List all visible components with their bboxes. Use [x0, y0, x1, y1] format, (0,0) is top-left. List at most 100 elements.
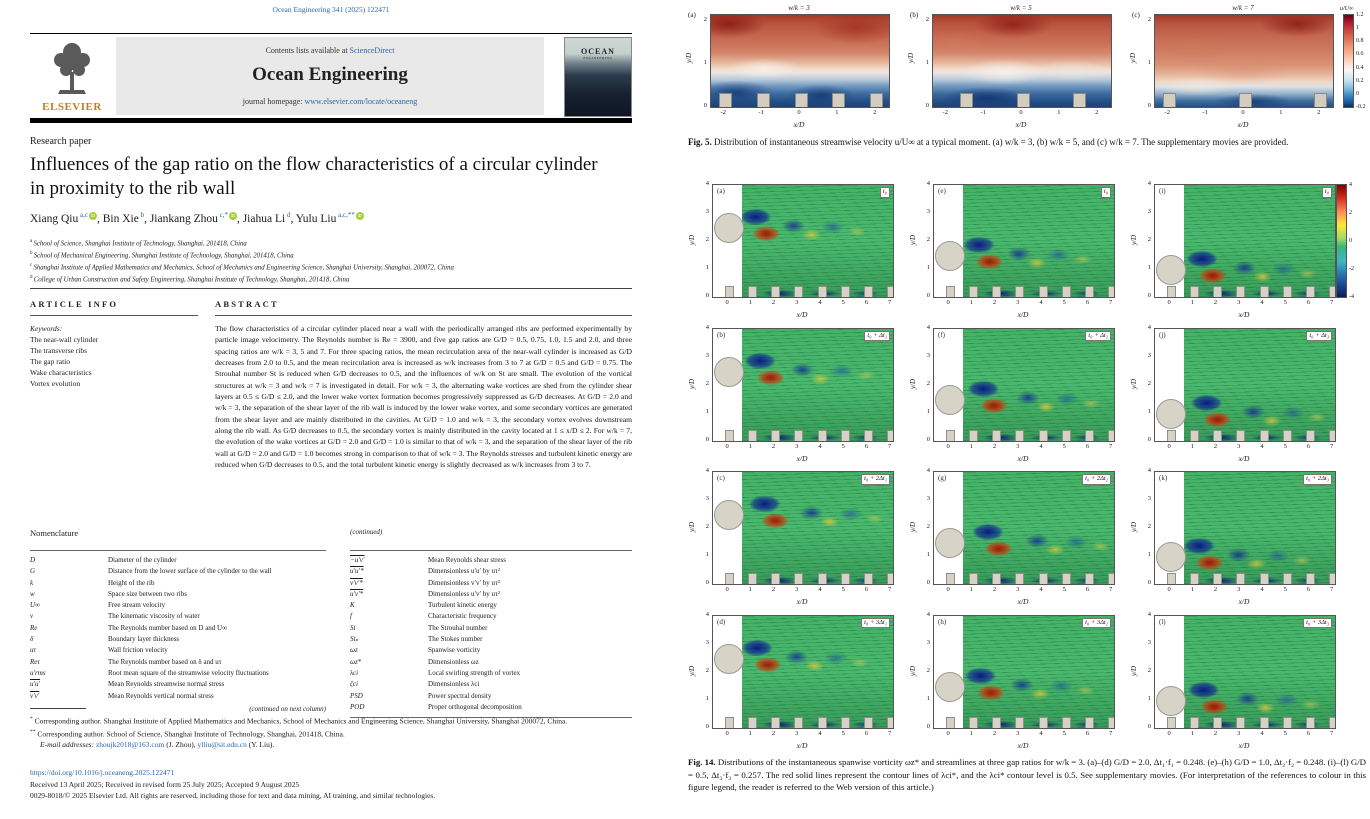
- rib-block: [1236, 429, 1246, 441]
- fig14-vorticity-plot: (e) t₀: [933, 184, 1115, 298]
- y-axis-label: y/D: [688, 378, 697, 389]
- sciencedirect-link[interactable]: ScienceDirect: [349, 46, 395, 55]
- email-link-zhou[interactable]: zhoujk2018@163.com: [95, 740, 165, 750]
- x-axis-tick: 6: [1085, 586, 1090, 593]
- x-axis-tick: 3: [1016, 299, 1020, 306]
- y-axis-label: y/D: [909, 521, 918, 533]
- x-axis-tick: 2: [1095, 109, 1099, 116]
- vorticity-field: [742, 615, 893, 728]
- elsevier-logo[interactable]: ELSEVIER: [32, 38, 112, 116]
- fig14-panel-letter: (g): [937, 474, 948, 482]
- rib-block: [1329, 286, 1335, 297]
- rib-block: [718, 93, 732, 107]
- keywords-label: Keywords:: [30, 324, 63, 333]
- cylinder-marker: [714, 643, 745, 674]
- y-axis-tick: 4: [705, 467, 709, 474]
- y-axis-tick: 0: [926, 579, 930, 586]
- cylinder-marker: [1156, 398, 1187, 429]
- author-affiliation-sup: c,*: [217, 211, 228, 219]
- x-axis-tick: 4: [1039, 299, 1043, 306]
- y-axis-tick: 1: [1147, 407, 1151, 415]
- x-axis-label: x/D: [1017, 740, 1029, 750]
- nomenclature-description: The Reynolds number based on D and U∞: [108, 623, 228, 632]
- fig14-time-label: t₀ + 2Δt₃: [1303, 474, 1332, 485]
- nomenclature-row: δ Boundary layer thickness: [30, 634, 326, 645]
- rib-block: [1061, 716, 1071, 728]
- fig14-time-label: t₀ + 2Δt₁: [861, 474, 890, 485]
- y-axis-tick: 3: [1147, 638, 1151, 646]
- fig14-colorbar: 4 2 0 -2 -4: [1336, 182, 1354, 300]
- x-axis-tick: 1: [1190, 729, 1194, 737]
- x-axis-tick: 0: [1019, 109, 1023, 116]
- rib-block: [1259, 286, 1269, 297]
- fn1-marker: *: [30, 716, 33, 722]
- figure-5-caption: Fig. 5. Distribution of instantaneous st…: [688, 136, 1364, 149]
- x-axis-tick: 2: [1317, 109, 1321, 116]
- fig14-panel: (h) t₀ + 3Δt₂ 4 3 2 1 0 y/D 0 1 2 3 4 5 6 7 x/D: [909, 611, 1125, 753]
- footnotes: * Corresponding author. Shanghai Institu…: [30, 714, 632, 751]
- y-axis-tick: 3: [1147, 351, 1151, 359]
- x-axis-tick: -2: [1164, 109, 1170, 116]
- nomenclature-symbol: uτ: [30, 646, 37, 655]
- y-axis-tick: 2: [1147, 379, 1151, 387]
- rib-block: [840, 429, 850, 441]
- orcid-icon[interactable]: iD: [355, 212, 364, 220]
- rib-block: [817, 716, 827, 728]
- article-type: Research paper: [30, 136, 92, 147]
- rib-block: [863, 573, 873, 584]
- figure-14-caption-label: Fig. 14.: [688, 757, 716, 767]
- x-axis-tick: 5: [1283, 442, 1287, 450]
- y-axis-tick: 3: [926, 638, 930, 646]
- nomenclature-row: Stₚ The Stokes number: [350, 634, 632, 645]
- x-axis-label: x/D: [796, 740, 808, 750]
- nomenclature-symbol: G: [30, 567, 36, 576]
- x-axis-tick: 4: [1260, 586, 1264, 593]
- vorticity-field: [963, 328, 1114, 441]
- nomenclature-symbol: K: [350, 601, 355, 610]
- x-axis-tick: 2: [1213, 586, 1218, 593]
- x-axis-tick: 2: [771, 729, 776, 737]
- fig5-panel: w/k = 5 (b) 2 1 0 y/D -2 -1 0 1 2 x/D: [907, 4, 1122, 132]
- nomenclature-description: Dimensionless ωz: [428, 657, 479, 666]
- colorbar-tick: 0.8: [1356, 38, 1364, 45]
- affiliation-marker: b: [30, 250, 34, 256]
- nomenclature-symbol: U∞: [30, 601, 41, 610]
- fig14-panel-letter: (f): [937, 330, 946, 339]
- email-link-liu[interactable]: ylliu@sit.edu.cn: [197, 740, 247, 750]
- affiliation-text: School of Mechanical Engineering, Shangh…: [33, 252, 294, 260]
- rib-block: [817, 429, 827, 441]
- keyword: The near-wall cylinder: [30, 335, 99, 344]
- x-axis-tick: 2: [1213, 442, 1218, 450]
- nomenclature-symbol: Stₚ: [350, 635, 359, 644]
- nomenclature-symbol: −u′v′: [350, 556, 365, 564]
- cylinder-marker: [1156, 255, 1187, 285]
- fig14-vorticity-plot: (l) t₀ + 3Δt₃: [1154, 614, 1336, 729]
- rib-block: [1282, 573, 1292, 584]
- doi-link[interactable]: https://doi.org/10.1016/j.oceaneng.2025.…: [30, 768, 175, 777]
- x-axis-label: x/D: [1238, 310, 1250, 319]
- x-axis-tick: 7: [1330, 586, 1334, 593]
- rib-block: [1038, 716, 1048, 728]
- rib-block: [1038, 286, 1048, 297]
- rib-block: [1189, 716, 1199, 728]
- author-affiliation-sup: a,c: [78, 211, 88, 219]
- x-axis-tick: 6: [864, 299, 869, 306]
- rib-block: [887, 286, 893, 297]
- orcid-icon[interactable]: iD: [228, 212, 237, 220]
- x-axis-tick: 7: [888, 586, 892, 593]
- nomenclature-description: Spanwise vorticity: [428, 646, 481, 655]
- rib-block: [959, 93, 973, 107]
- colorbar-tick: 0.6: [1356, 51, 1364, 58]
- y-axis-tick: 3: [705, 351, 709, 359]
- article-info-rule: [30, 315, 198, 316]
- journal-cover-thumbnail[interactable]: OCEAN ENGINEERING: [564, 37, 632, 117]
- orcid-icon[interactable]: iD: [88, 212, 97, 220]
- y-axis-tick: 1: [925, 59, 929, 67]
- journal-homepage-link[interactable]: www.elsevier.com/locate/oceaneng: [304, 97, 418, 106]
- email-owner-liu: (Y. Liu).: [246, 740, 275, 750]
- rib-block: [1061, 573, 1071, 584]
- rib-block: [863, 716, 873, 728]
- author-separator: ,: [236, 212, 243, 225]
- fig5-panel-title: w/k = 7: [1232, 4, 1254, 12]
- x-axis-tick: 0: [1167, 299, 1171, 306]
